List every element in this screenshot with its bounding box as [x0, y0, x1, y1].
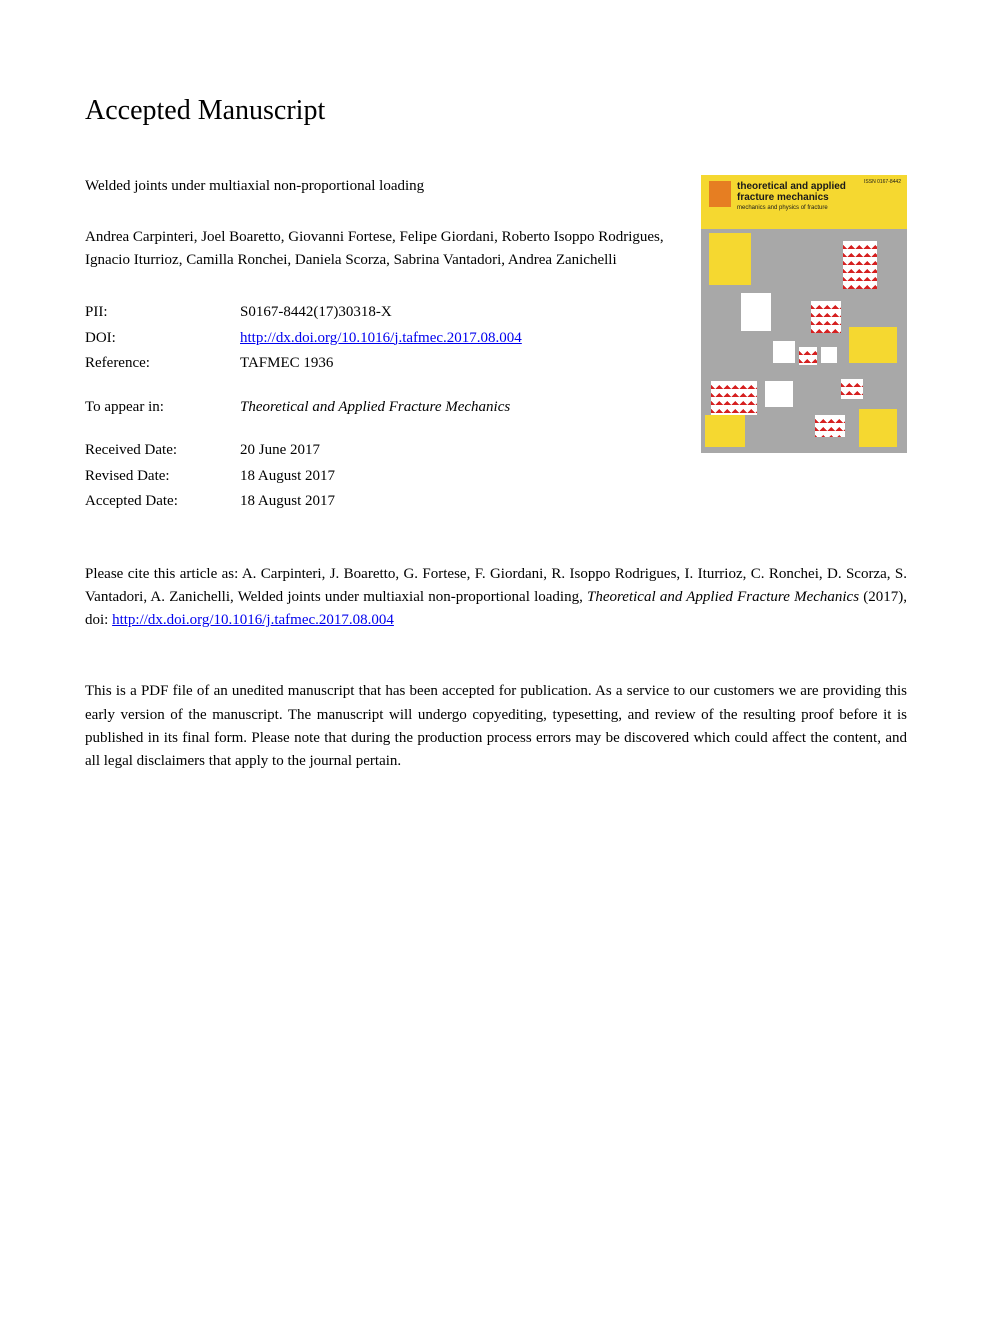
metadata-row-received: Received Date: 20 June 2017	[85, 438, 681, 464]
received-label: Received Date:	[85, 438, 240, 464]
metadata-row-doi: DOI: http://dx.doi.org/10.1016/j.tafmec.…	[85, 326, 681, 352]
accepted-value: 18 August 2017	[240, 489, 681, 515]
cover-issn: ISSN 0167-8442	[864, 179, 901, 185]
received-value: 20 June 2017	[240, 438, 681, 464]
cover-shape	[773, 341, 795, 363]
reference-label: Reference:	[85, 351, 240, 377]
citation-doi-link[interactable]: http://dx.doi.org/10.1016/j.tafmec.2017.…	[112, 612, 394, 628]
accepted-label: Accepted Date:	[85, 489, 240, 515]
cover-shape	[843, 241, 877, 289]
cover-title-line2: fracture mechanics	[737, 192, 899, 203]
cover-subtitle: mechanics and physics of fracture	[737, 205, 899, 211]
cover-title-area: theoretical and applied fracture mechani…	[737, 181, 899, 211]
article-title: Welded joints under multiaxial non-propo…	[85, 175, 681, 198]
cover-shape	[815, 415, 845, 437]
revised-value: 18 August 2017	[240, 464, 681, 490]
cover-shape	[859, 409, 897, 447]
revised-label: Revised Date:	[85, 464, 240, 490]
cover-shape	[821, 347, 837, 363]
cover-shape	[811, 301, 841, 333]
metadata-row-appear: To appear in: Theoretical and Applied Fr…	[85, 395, 681, 421]
citation-block: Please cite this article as: A. Carpinte…	[85, 563, 907, 633]
pii-value: S0167-8442(17)30318-X	[240, 300, 681, 326]
doi-link[interactable]: http://dx.doi.org/10.1016/j.tafmec.2017.…	[240, 330, 522, 346]
elsevier-logo-icon	[709, 181, 731, 207]
cover-shape	[709, 233, 751, 285]
cover-shape	[841, 379, 863, 399]
metadata-row-revised: Revised Date: 18 August 2017	[85, 464, 681, 490]
metadata-row-reference: Reference: TAFMEC 1936	[85, 351, 681, 377]
left-column: Welded joints under multiaxial non-propo…	[85, 175, 681, 515]
authors-list: Andrea Carpinteri, Joel Boaretto, Giovan…	[85, 226, 681, 273]
disclaimer-block: This is a PDF file of an unedited manusc…	[85, 680, 907, 773]
cover-shape	[799, 347, 817, 365]
metadata-row-pii: PII: S0167-8442(17)30318-X	[85, 300, 681, 326]
pii-label: PII:	[85, 300, 240, 326]
appear-label: To appear in:	[85, 395, 240, 421]
cover-shape	[849, 327, 897, 363]
journal-cover: ISSN 0167-8442 theoretical and applied f…	[701, 175, 907, 453]
citation-journal: Theoretical and Applied Fracture Mechani…	[587, 589, 859, 605]
cover-shape	[765, 381, 793, 407]
reference-value: TAFMEC 1936	[240, 351, 681, 377]
cover-shape	[711, 381, 757, 415]
cover-body	[701, 229, 907, 453]
doi-label: DOI:	[85, 326, 240, 352]
page-heading: Accepted Manuscript	[85, 95, 907, 127]
metadata-row-accepted: Accepted Date: 18 August 2017	[85, 489, 681, 515]
content-wrapper: Welded joints under multiaxial non-propo…	[85, 175, 907, 515]
cover-shape	[741, 293, 771, 331]
appear-value: Theoretical and Applied Fracture Mechani…	[240, 395, 681, 421]
metadata-table: PII: S0167-8442(17)30318-X DOI: http://d…	[85, 300, 681, 515]
cover-shape	[705, 415, 745, 447]
